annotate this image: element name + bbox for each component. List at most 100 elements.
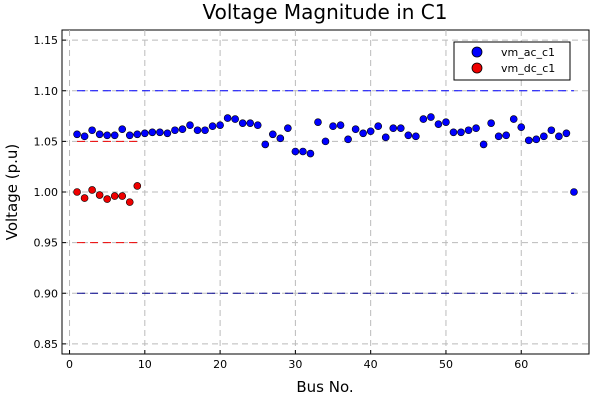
- point-vm-ac-c1: [253, 121, 262, 129]
- point-vm-ac-c1: [494, 132, 503, 141]
- y-tick-label: 0.90: [34, 287, 59, 300]
- point-vm-dc-c1: [110, 192, 119, 200]
- legend-marker-vm-dc-c1: [471, 62, 483, 74]
- data-points: [73, 113, 578, 206]
- point-vm-ac-c1: [156, 128, 164, 137]
- x-axis-ticks: 0 10 20 30 40 50 60: [66, 350, 528, 371]
- point-vm-ac-c1: [118, 125, 127, 134]
- point-vm-ac-c1: [148, 128, 157, 137]
- point-vm-ac-c1: [73, 130, 81, 139]
- point-vm-ac-c1: [261, 140, 270, 149]
- point-vm-dc-c1: [133, 182, 142, 190]
- point-vm-ac-c1: [141, 129, 149, 138]
- point-vm-ac-c1: [412, 132, 420, 141]
- point-vm-ac-c1: [178, 125, 187, 134]
- point-vm-ac-c1: [299, 147, 307, 156]
- point-vm-dc-c1: [80, 194, 89, 202]
- point-vm-dc-c1: [95, 191, 104, 199]
- point-vm-ac-c1: [110, 131, 119, 140]
- point-vm-ac-c1: [532, 135, 541, 144]
- point-vm-dc-c1: [118, 192, 127, 200]
- point-vm-ac-c1: [329, 122, 337, 130]
- x-tick-label: 50: [439, 358, 453, 371]
- point-vm-ac-c1: [223, 114, 232, 122]
- point-vm-ac-c1: [284, 124, 292, 133]
- point-vm-ac-c1: [449, 128, 458, 137]
- point-vm-ac-c1: [404, 131, 413, 140]
- x-tick-label: 20: [213, 358, 227, 371]
- point-vm-ac-c1: [562, 129, 571, 138]
- y-tick-label: 1.00: [34, 186, 59, 199]
- x-tick-label: 30: [288, 358, 302, 371]
- point-vm-ac-c1: [381, 133, 390, 142]
- point-vm-ac-c1: [291, 147, 300, 156]
- point-vm-ac-c1: [366, 127, 375, 136]
- point-vm-ac-c1: [479, 140, 488, 149]
- point-vm-ac-c1: [276, 134, 285, 143]
- point-vm-ac-c1: [389, 124, 398, 133]
- point-vm-ac-c1: [547, 126, 556, 135]
- point-vm-ac-c1: [509, 115, 518, 123]
- x-tick-label: 10: [138, 358, 152, 371]
- point-vm-ac-c1: [517, 123, 526, 131]
- point-vm-ac-c1: [464, 126, 473, 135]
- point-vm-ac-c1: [186, 121, 194, 129]
- point-vm-ac-c1: [336, 121, 345, 129]
- point-vm-ac-c1: [351, 125, 360, 134]
- point-vm-ac-c1: [434, 120, 443, 128]
- y-tick-label: 0.95: [34, 237, 59, 250]
- y-tick-label: 1.15: [34, 34, 59, 47]
- point-vm-ac-c1: [359, 129, 367, 138]
- legend-label-vm-ac-c1: vm_ac_c1: [501, 46, 555, 59]
- y-axis-label: Voltage (p.u): [3, 144, 21, 241]
- point-vm-ac-c1: [133, 130, 142, 139]
- point-vm-dc-c1: [125, 198, 134, 206]
- x-tick-label: 40: [364, 358, 378, 371]
- point-vm-ac-c1: [419, 115, 428, 123]
- point-vm-ac-c1: [472, 124, 480, 133]
- point-vm-ac-c1: [570, 188, 578, 196]
- point-vm-ac-c1: [306, 149, 315, 158]
- point-vm-ac-c1: [487, 119, 495, 127]
- point-vm-ac-c1: [163, 129, 172, 138]
- point-vm-ac-c1: [103, 131, 111, 140]
- y-tick-label: 1.10: [34, 85, 59, 98]
- point-vm-ac-c1: [396, 124, 405, 133]
- point-vm-ac-c1: [314, 118, 322, 126]
- x-tick-label: 60: [514, 358, 528, 371]
- point-vm-ac-c1: [208, 122, 217, 130]
- point-vm-ac-c1: [268, 130, 277, 139]
- point-vm-ac-c1: [125, 131, 134, 140]
- point-vm-ac-c1: [457, 128, 465, 137]
- point-vm-dc-c1: [103, 195, 111, 203]
- reference-lines: [77, 90, 574, 294]
- point-vm-ac-c1: [427, 113, 435, 121]
- point-vm-ac-c1: [216, 121, 224, 129]
- chart-title: Voltage Magnitude in C1: [203, 0, 448, 24]
- point-vm-ac-c1: [502, 131, 510, 140]
- legend: vm_ac_c1 vm_dc_c1: [453, 41, 571, 81]
- point-vm-ac-c1: [95, 130, 104, 139]
- point-vm-ac-c1: [442, 118, 450, 126]
- legend-marker-vm-ac-c1: [471, 46, 483, 58]
- point-vm-ac-c1: [193, 126, 202, 135]
- x-axis-label: Bus No.: [296, 378, 353, 396]
- point-vm-dc-c1: [73, 188, 81, 196]
- y-tick-label: 0.85: [34, 338, 59, 351]
- y-axis-ticks: 0.85 0.90 0.95 1.00 1.05 1.10 1.15: [34, 34, 66, 351]
- point-vm-ac-c1: [321, 137, 330, 146]
- point-vm-ac-c1: [201, 126, 209, 135]
- legend-label-vm-dc-c1: vm_dc_c1: [501, 62, 555, 75]
- point-vm-ac-c1: [374, 122, 383, 130]
- point-vm-ac-c1: [540, 132, 548, 141]
- point-vm-ac-c1: [171, 126, 179, 135]
- x-tick-label: 0: [66, 358, 73, 371]
- point-vm-ac-c1: [80, 132, 89, 141]
- point-vm-ac-c1: [524, 136, 533, 145]
- point-vm-ac-c1: [231, 115, 239, 123]
- point-vm-ac-c1: [88, 126, 96, 135]
- point-vm-ac-c1: [246, 119, 255, 127]
- point-vm-dc-c1: [88, 186, 96, 194]
